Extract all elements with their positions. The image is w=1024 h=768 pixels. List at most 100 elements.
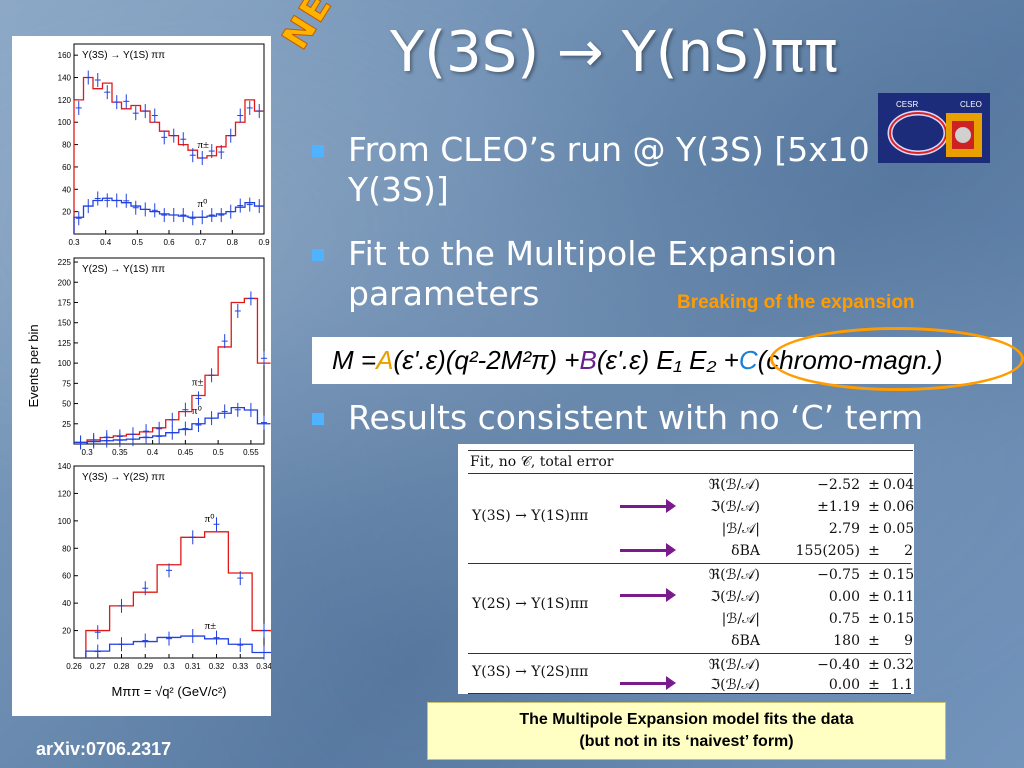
y-tick-label: 200 [58, 278, 72, 287]
arrow-icon [620, 499, 676, 513]
histogram-line [73, 406, 271, 444]
caption-line-2: (but not in its ‘naivest’ form) [579, 733, 794, 750]
table-row: ℑ(ℬ/𝒜) 0.00 ±0.11 [710, 589, 915, 605]
x-tick-label: 0.8 [227, 238, 239, 247]
x-tick-label: 0.34 [256, 662, 271, 671]
x-tick-label: 0.6 [163, 238, 175, 247]
formula-mid2: (ε'.ε) E₁ E₂ + [596, 345, 739, 375]
y-tick-label: 175 [58, 298, 72, 307]
process-label: Υ(3S) → Υ(1S)ππ [472, 508, 589, 524]
x-tick-label: 0.5 [213, 448, 225, 457]
y-tick-label: 100 [58, 359, 72, 368]
x-tick-label: 0.27 [90, 662, 106, 671]
y-tick-label: 125 [58, 339, 72, 348]
logo-text-cleo: CLEO [960, 100, 982, 109]
y-tick-label: 75 [62, 379, 71, 388]
y-tick-label: 100 [58, 118, 72, 127]
conclusion-box: The Multipole Expansion model fits the d… [427, 702, 946, 760]
formula-coef-a: A [376, 345, 394, 375]
x-tick-label: 0.3 [82, 448, 94, 457]
plot-frame [73, 43, 265, 235]
arrow-icon [620, 543, 676, 557]
results-table: Fit, no 𝒞, total error Υ(3S) → Υ(1S)ππ ℜ… [458, 444, 914, 694]
table-row: δBA 180 ±9 [731, 633, 913, 649]
y-tick-label: 80 [62, 544, 71, 553]
y-tick-label: 120 [58, 489, 72, 498]
x-tick-label: 0.45 [178, 448, 194, 457]
x-tick-label: 0.9 [258, 238, 270, 247]
x-tick-label: 0.33 [232, 662, 248, 671]
formula-coef-b: B [579, 345, 597, 375]
series-label: π± [205, 620, 217, 632]
cesr-cleo-logo: CESR CLEO [878, 93, 990, 163]
x-tick-label: 0.32 [209, 662, 225, 671]
y-tick-label: 100 [58, 517, 72, 526]
x-tick-label: 0.4 [100, 238, 112, 247]
x-tick-label: 0.29 [137, 662, 153, 671]
arrow-icon [620, 588, 676, 602]
x-tick-label: 0.55 [243, 448, 259, 457]
y-tick-label: 160 [58, 51, 72, 60]
table-row: ℜ(ℬ/𝒜) −0.40 ±0.32 [708, 657, 915, 673]
y-tick-label: 40 [62, 185, 71, 194]
table-divider [468, 693, 911, 694]
histogram-line [85, 531, 276, 658]
bullet-item-1: From CLEO’s run @ Y(3S) [5x10 Y(3S)] [312, 130, 870, 210]
y-tick-label: 20 [62, 627, 71, 636]
table-divider [468, 563, 911, 564]
slide-title: Y(3S) → Y(nS)ππ [390, 20, 838, 85]
y-axis-label: Events per bin [26, 324, 41, 407]
formula-prefix: M = [332, 345, 377, 375]
logo-text-cesr: CESR [896, 100, 918, 109]
histogram-line [85, 635, 276, 658]
x-tick-label: 0.31 [185, 662, 201, 671]
process-label: Υ(2S) → Υ(1S)ππ [472, 596, 589, 612]
arxiv-reference: arXiv:0706.2317 [36, 739, 172, 759]
breaking-label: Breaking of the expansion [677, 292, 915, 313]
table-row: |ℬ/𝒜| 2.79 ±0.05 [721, 521, 915, 537]
y-tick-label: 20 [62, 208, 71, 217]
plot-frame [73, 257, 265, 445]
y-tick-label: 60 [62, 163, 71, 172]
y-tick-label: 50 [62, 400, 71, 409]
series-label: π⁰ [192, 405, 203, 417]
series-label: π⁰ [198, 198, 209, 210]
y-tick-label: 120 [58, 96, 72, 105]
histogram-panel: 0.3 0.4 0.5 0.6 0.7 0.8 0.9 20 40 60 80 100 120 140 16… [12, 36, 276, 716]
y-tick-label: 140 [58, 462, 72, 471]
y-tick-label: 40 [62, 599, 71, 608]
x-tick-label: 0.7 [195, 238, 207, 247]
histogram-line [73, 297, 271, 444]
table-row: |ℬ/𝒜| 0.75 ±0.15 [721, 611, 915, 627]
plot-title: Υ(3S) → Υ(1S) ππ [82, 50, 165, 61]
y-tick-label: 140 [58, 74, 72, 83]
caption-line-1: The Multipole Expansion model fits the d… [519, 711, 854, 728]
table-row: ℜ(ℬ/𝒜) −2.52 ±0.04 [708, 477, 915, 493]
x-tick-label: 0.28 [114, 662, 130, 671]
y-tick-label: 80 [62, 141, 71, 150]
series-label: π± [192, 376, 204, 388]
formula-coef-c: C [738, 345, 758, 375]
plot-frame [73, 465, 265, 659]
table-divider [468, 653, 911, 654]
highlight-oval [770, 327, 1024, 391]
process-label: Υ(3S) → Υ(2S)ππ [472, 664, 589, 680]
y-tick-label: 25 [62, 420, 71, 429]
y-tick-label: 60 [62, 572, 71, 581]
series-label: π± [198, 139, 210, 151]
table-header: Fit, no 𝒞, total error [468, 450, 913, 474]
bullet-item-3: Results consistent with no ‘C’ term [312, 398, 923, 438]
x-tick-label: 0.26 [66, 662, 82, 671]
x-tick-label: 0.5 [132, 238, 144, 247]
bullet-item-2: Fit to the Multipole Expansion parameter… [312, 234, 837, 314]
x-tick-label: 0.35 [112, 448, 128, 457]
table-row: δBA 155(205) ±2 [731, 543, 913, 559]
formula-mid1: (ε'.ε)(q²-2M²π) + [393, 345, 580, 375]
plot-title: Υ(2S) → Υ(1S) ππ [82, 264, 165, 275]
x-tick-label: 0.3 [163, 662, 175, 671]
histogram-plots: 0.3 0.4 0.5 0.6 0.7 0.8 0.9 20 40 60 80 100 120 140 16… [26, 43, 276, 699]
arrow-icon [620, 676, 676, 690]
y-tick-label: 150 [58, 319, 72, 328]
x-tick-label: 0.4 [147, 448, 159, 457]
plot-title: Υ(3S) → Υ(2S) ππ [82, 472, 165, 483]
